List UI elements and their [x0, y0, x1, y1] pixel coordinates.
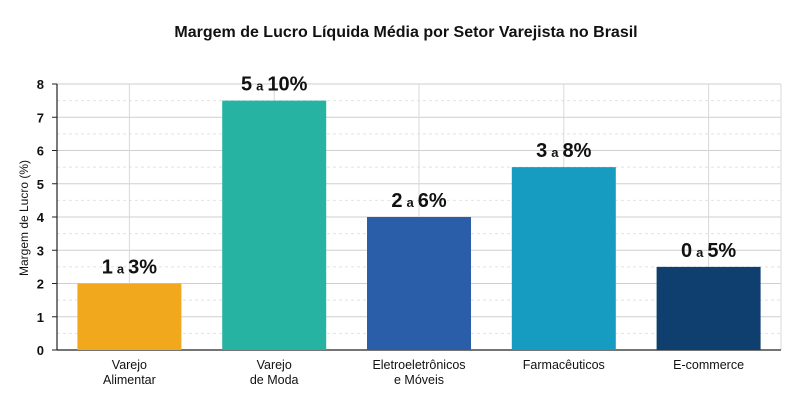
- y-tick-label: 0: [37, 343, 44, 358]
- bar: [511, 167, 616, 350]
- bar: [77, 283, 182, 350]
- data-label: 5 a 10%: [241, 74, 308, 96]
- chart-title: Margem de Lucro Líquida Média por Setor …: [174, 24, 637, 41]
- data-labels: 1 a 3% 5 a 10% 2 a 6% 3 a 8% 0 a 5%: [102, 74, 737, 279]
- data-label: 2 a 6%: [391, 190, 446, 212]
- x-category-label: Varejo Alimentar: [103, 358, 156, 387]
- bar: [656, 266, 761, 350]
- y-tick-label: 5: [37, 177, 44, 192]
- bar: [222, 100, 327, 350]
- x-category-label: Farmacêuticos: [523, 358, 605, 372]
- y-tick-label: 4: [37, 210, 45, 225]
- y-tick-label: 2: [37, 277, 44, 292]
- data-label: 0 a 5%: [681, 240, 736, 262]
- data-label: 3 a 8%: [536, 140, 591, 162]
- x-category-label: Varejo de Moda: [250, 358, 299, 387]
- y-tick-label: 8: [37, 77, 44, 92]
- x-category-labels: Varejo Alimentar Varejo de Moda Eletroeletrô…: [103, 358, 744, 387]
- y-tick-labels: 0 1 2 3 4 5 6 7 8: [37, 77, 45, 358]
- data-label: 1 a 3%: [102, 257, 157, 279]
- y-tick-label: 3: [37, 243, 44, 258]
- y-tick-label: 7: [37, 110, 44, 125]
- bar: [367, 217, 471, 350]
- bars: [77, 100, 761, 350]
- x-category-label: Eletroeletrônicos e Móveis: [372, 358, 465, 387]
- y-axis-label: Margem de Lucro (%): [17, 160, 31, 276]
- x-category-label: E-commerce: [673, 358, 744, 372]
- y-tick-label: 1: [37, 310, 44, 325]
- y-tick-label: 6: [37, 144, 44, 159]
